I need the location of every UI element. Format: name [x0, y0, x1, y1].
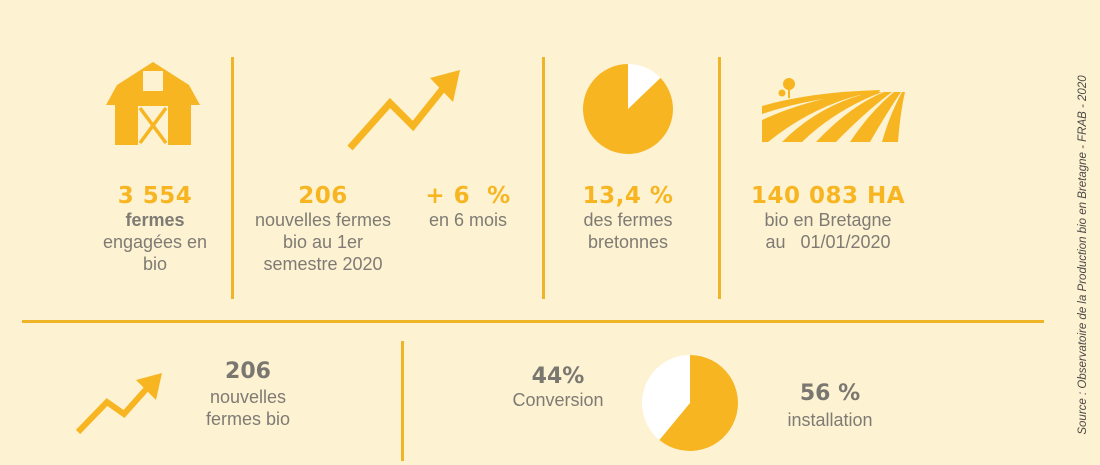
- fermes-label-line2: engagées en: [102, 232, 208, 252]
- trend-up-arrow-icon: [345, 68, 465, 153]
- nouvelles-label-line2: bio au 1er: [282, 232, 364, 252]
- conversion-label: Conversion: [512, 390, 604, 410]
- fermes-label-line3: bio: [142, 254, 168, 274]
- installation-value: 56 %: [799, 381, 861, 406]
- bottom-nouvelles-label-line1: nouvelles: [209, 387, 287, 407]
- bottom-nouvelles-value: 206: [225, 359, 271, 384]
- surface-label: bio en Bretagne au 01/01/2020: [738, 209, 918, 253]
- divider-horizontal: [22, 320, 1044, 323]
- surface-value: 140 083 HA: [750, 183, 906, 209]
- divider-vertical-3: [718, 57, 721, 299]
- trend-up-arrow-icon-bottom: [74, 370, 166, 436]
- fermes-label: fermes engagées en bio: [85, 209, 225, 275]
- nouvelles-label: nouvelles fermes bio au 1er semestre 202…: [243, 209, 403, 275]
- croissance-value: + 6 %: [425, 183, 511, 209]
- bottom-nouvelles-label: nouvelles fermes bio: [178, 386, 318, 430]
- field-icon: [760, 74, 905, 144]
- nouvelles-label-line1: nouvelles fermes: [254, 210, 392, 230]
- fermes-value: 3 554: [117, 183, 193, 209]
- part-label-line1: des fermes: [583, 210, 673, 230]
- pie-chart-icon: [582, 63, 674, 155]
- source-note: Source : Observatoire de la Production b…: [1077, 75, 1089, 435]
- divider-vertical-1: [231, 57, 234, 299]
- bottom-nouvelles-label-line2: fermes bio: [205, 409, 291, 429]
- part-label: des fermes bretonnes: [558, 209, 698, 253]
- fermes-label-bold: fermes: [125, 210, 185, 230]
- installation-label: installation: [787, 410, 873, 430]
- nouvelles-value: 206: [298, 183, 348, 209]
- part-value: 13,4 %: [582, 183, 674, 209]
- surface-label-line2: au 01/01/2020: [765, 232, 891, 252]
- divider-vertical-bottom: [401, 341, 404, 461]
- surface-label-line1: bio en Bretagne: [764, 210, 892, 230]
- conversion-value: 44%: [531, 364, 585, 389]
- croissance-label: en 6 mois: [428, 210, 508, 230]
- divider-vertical-2: [542, 57, 545, 299]
- part-label-line2: bretonnes: [587, 232, 669, 252]
- conversion-installation-pie: [641, 354, 739, 452]
- barn-icon: [103, 57, 203, 147]
- nouvelles-label-line3: semestre 2020: [263, 254, 383, 274]
